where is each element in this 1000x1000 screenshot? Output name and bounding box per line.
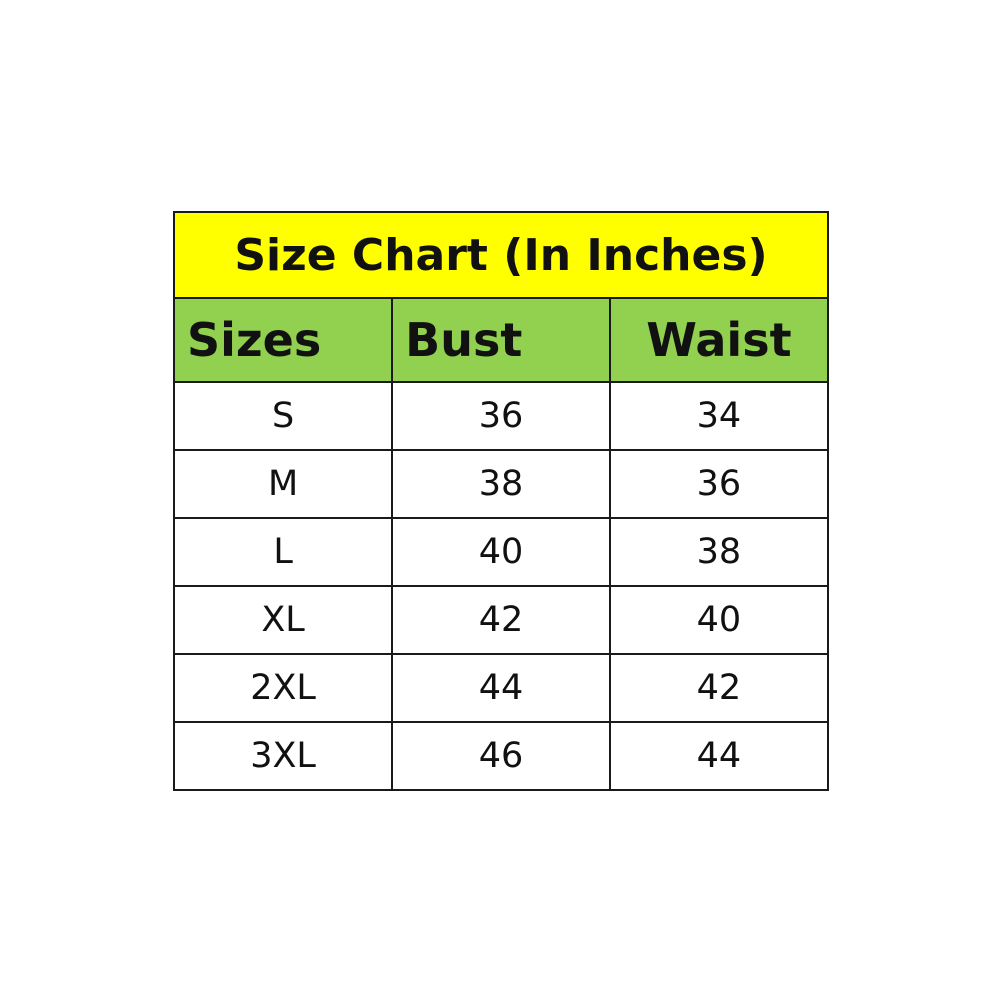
waist-cell: 40 [608, 585, 830, 655]
size-cell: M [172, 449, 394, 519]
waist-cell: 42 [608, 653, 830, 723]
bust-cell: 36 [391, 381, 611, 451]
waist-cell: 38 [608, 517, 830, 587]
table-row: S 36 34 [172, 381, 830, 451]
table-row: M 38 36 [172, 449, 830, 519]
size-cell: 2XL [172, 653, 394, 723]
title-row: Size Chart (In Inches) [173, 211, 829, 299]
bust-cell: 46 [391, 721, 611, 791]
bust-cell: 44 [391, 653, 611, 723]
header-bust: Bust [391, 297, 611, 383]
table-title: Size Chart (In Inches) [173, 211, 829, 299]
header-waist: Waist [608, 297, 830, 383]
bust-cell: 40 [391, 517, 611, 587]
size-cell: S [172, 381, 394, 451]
bust-cell: 38 [391, 449, 611, 519]
table-row: L 40 38 [172, 517, 830, 587]
header-sizes: Sizes [172, 297, 394, 383]
header-row: Sizes Bust Waist [172, 297, 830, 383]
bust-cell: 42 [391, 585, 611, 655]
waist-cell: 44 [608, 721, 830, 791]
table-row: 3XL 46 44 [172, 721, 830, 791]
waist-cell: 34 [608, 381, 830, 451]
table-row: XL 42 40 [172, 585, 830, 655]
size-cell: 3XL [172, 721, 394, 791]
waist-cell: 36 [608, 449, 830, 519]
size-chart-table: Size Chart (In Inches) Sizes Bust Waist … [172, 211, 830, 791]
size-cell: L [172, 517, 394, 587]
table-row: 2XL 44 42 [172, 653, 830, 723]
size-cell: XL [172, 585, 394, 655]
